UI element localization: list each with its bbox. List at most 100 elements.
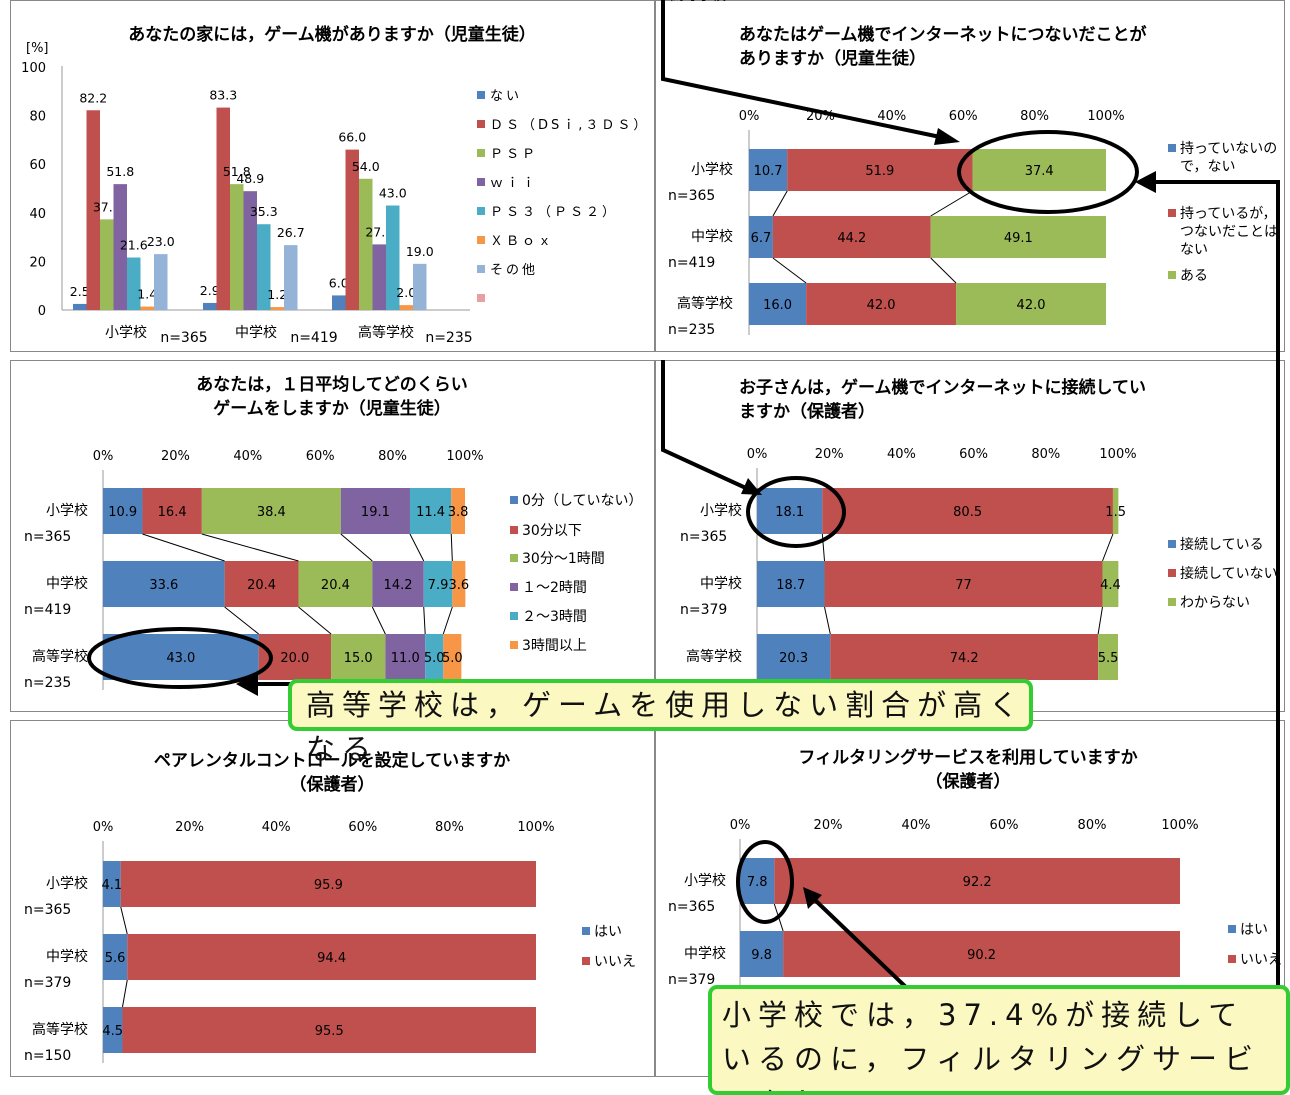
bar-segment [103, 861, 121, 907]
x-tick-label: 60% [990, 818, 1019, 833]
data-label: 33.6 [149, 578, 178, 593]
category-label: 中学校 [691, 228, 733, 245]
data-label: 19.1 [361, 505, 390, 520]
bar-segment [783, 931, 1180, 977]
data-label: 48.9 [236, 171, 264, 186]
arrow-to-highschool-ellipse-head [236, 672, 258, 696]
legend-label: その他 [490, 263, 538, 278]
series-connector [824, 606, 831, 635]
data-label: 43.0 [379, 186, 407, 201]
legend-label: ＸＢｏｘ [490, 234, 554, 249]
series-connector [371, 606, 386, 635]
y-axis-label: [%] [26, 41, 49, 56]
category-label: 小学校 [691, 161, 733, 178]
data-label: 14.2 [384, 578, 413, 593]
count-label: n=419 [668, 255, 715, 271]
bar [257, 224, 271, 310]
y-tick-label: 40 [29, 207, 46, 222]
data-label: 1.5 [1105, 505, 1126, 520]
data-label: 2.9 [200, 283, 220, 298]
chart-title: ゲームをしますか（児童生徒） [213, 398, 451, 419]
count-label: n=365 [24, 529, 71, 545]
data-label: 18.1 [775, 505, 804, 520]
legend-label: 0分（していない） [522, 493, 643, 509]
data-label: 90.2 [967, 948, 996, 963]
series-connector [450, 533, 453, 562]
bar-segment [103, 934, 128, 980]
legend-swatch [1168, 598, 1176, 606]
x-tick-label: 100% [1087, 109, 1124, 124]
legend-label: はい [594, 924, 622, 940]
x-tick-label: 80% [1020, 109, 1049, 124]
data-label: 15.0 [344, 651, 373, 666]
data-label: 95.9 [314, 878, 343, 893]
bar-segment [340, 488, 410, 534]
bar [100, 219, 114, 310]
legend-swatch [477, 178, 485, 186]
bar-segment [749, 149, 788, 191]
count-label: n=419 [290, 330, 337, 346]
data-label: 26.7 [277, 225, 305, 240]
arrow-right-return-head [1135, 171, 1156, 193]
bar [243, 191, 257, 310]
data-label: 74.2 [950, 651, 979, 666]
x-tick-label: 80% [378, 449, 407, 464]
legend-label: ＤＳ（DSｉ,３ＤＳ） [490, 118, 649, 133]
category-label: 中学校 [46, 575, 88, 592]
category-label: 中学校 [684, 945, 726, 962]
data-label: 44.2 [837, 231, 866, 246]
x-tick-label: 80% [1078, 818, 1107, 833]
bar-segment [120, 861, 537, 907]
data-label: 77 [955, 578, 972, 593]
legend-label: 持っているが， [1180, 206, 1276, 222]
bar-segment [740, 858, 775, 904]
x-tick-label: 0% [93, 820, 114, 835]
data-label: 51.9 [865, 164, 894, 179]
legend-swatch [477, 265, 485, 273]
ellipse-filter-7-8 [736, 840, 794, 924]
bar-segment [749, 216, 773, 258]
bar-segment [331, 634, 386, 680]
chart-title: ペアレンタルコントロールを設定していますか [154, 750, 510, 771]
bar-segment [806, 283, 957, 325]
series-connector [772, 190, 788, 217]
legend-swatch [1228, 955, 1236, 963]
data-label: 2.0 [396, 285, 416, 300]
data-label: 5.6 [105, 951, 126, 966]
category-label: 高等学校 [670, 0, 726, 4]
chart-title: あなたの家には，ゲーム機がありますか（児童生徒） [128, 24, 536, 45]
count-label: n=150 [24, 1048, 71, 1064]
data-label: 42.0 [867, 298, 896, 313]
x-tick-label: 60% [949, 109, 978, 124]
data-label: 42.0 [1017, 298, 1046, 313]
legend-label: はい [1240, 922, 1268, 938]
series-connector [298, 606, 332, 635]
category-label: 小学校 [105, 324, 147, 341]
bar-segment [451, 488, 465, 534]
count-label: n=365 [24, 902, 71, 918]
category-label: 高等学校 [686, 648, 742, 665]
category-label: 小学校 [700, 502, 742, 519]
data-label: 10.7 [754, 164, 783, 179]
bar-segment [425, 634, 444, 680]
data-label: 6.0 [329, 275, 349, 290]
legend-swatch [510, 526, 518, 534]
legend-label: で，ない [1180, 159, 1235, 175]
category-label: 高等学校 [358, 324, 414, 341]
data-label: 54.0 [352, 159, 380, 174]
series-connector [772, 257, 807, 284]
category-label: 中学校 [46, 948, 88, 965]
x-tick-label: 0% [747, 447, 768, 462]
x-tick-label: 100% [1161, 818, 1198, 833]
count-label: n=235 [425, 330, 472, 346]
bar [345, 149, 359, 310]
data-label: 94.4 [317, 951, 346, 966]
data-label: 51.8 [106, 164, 134, 179]
x-tick-label: 20% [161, 449, 190, 464]
x-tick-label: 80% [1031, 447, 1060, 462]
x-tick-label: 80% [435, 820, 464, 835]
bar-segment [749, 283, 807, 325]
series-connector [442, 606, 453, 635]
